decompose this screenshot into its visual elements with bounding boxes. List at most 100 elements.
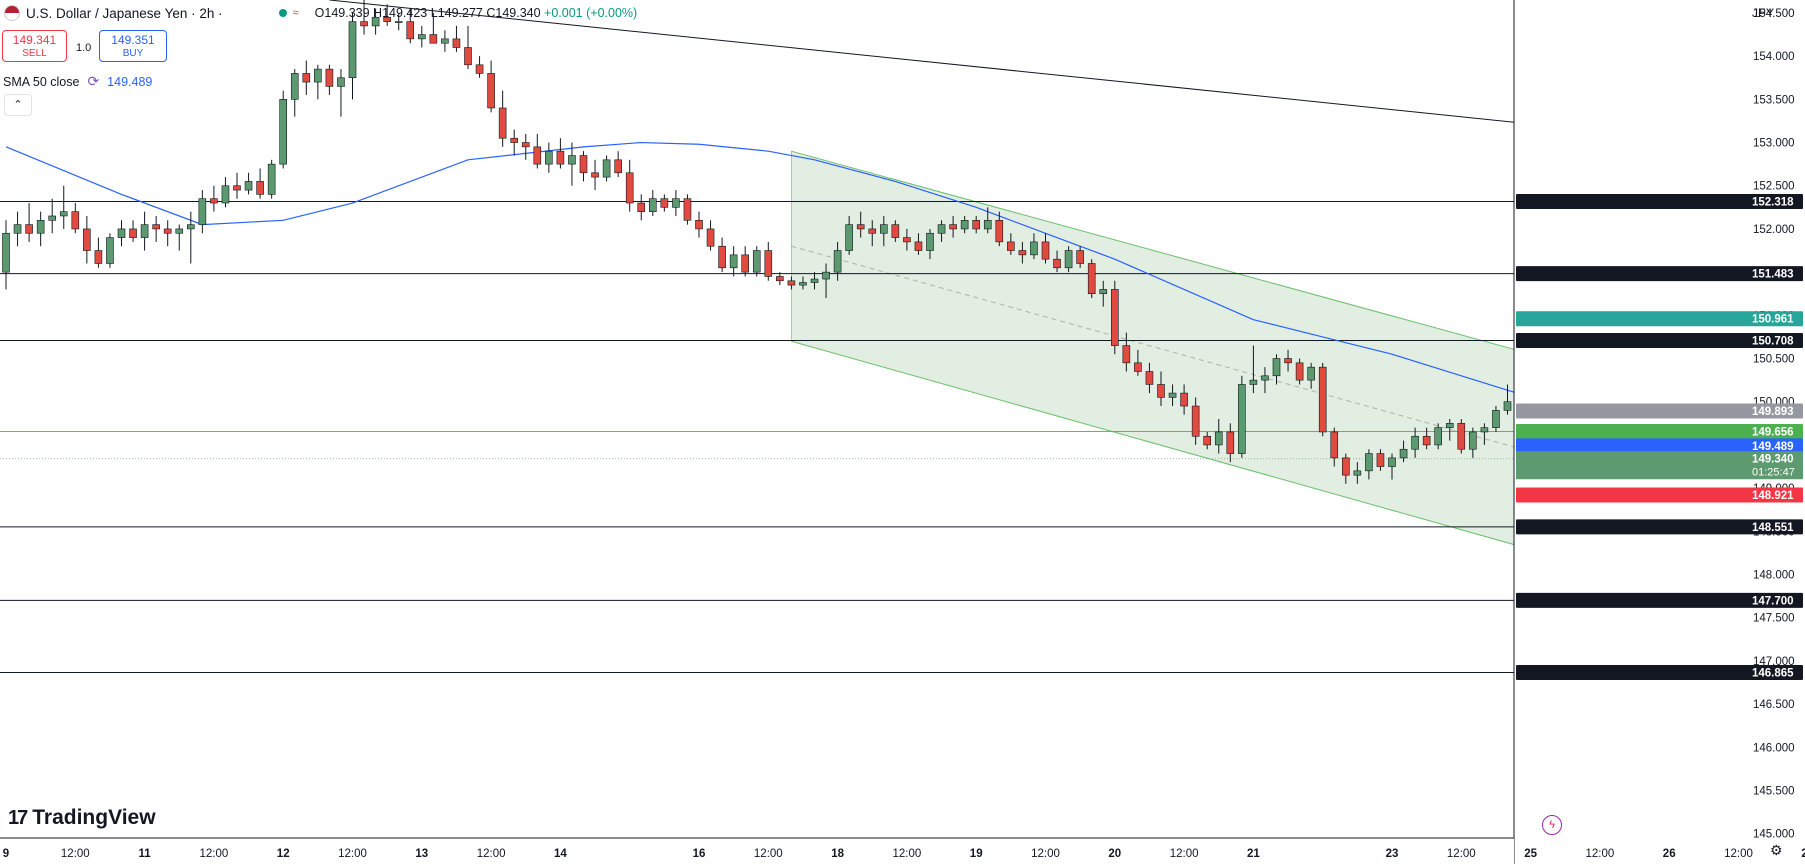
candle [1434,423,1442,450]
candle [949,215,957,238]
candle-body [1249,379,1258,385]
candle [903,228,911,251]
candle [1111,280,1119,355]
candle-body [695,219,703,230]
candle [498,90,507,147]
time-tick-label: 12:00 [1586,848,1615,860]
candle [441,30,449,52]
time-tick-label: 11 [139,848,152,860]
time-tick-label: 12 [277,848,290,860]
candle [868,220,877,247]
time-tick-label: 16 [693,848,706,860]
candle-body [36,219,45,234]
price-label-bg [1516,438,1803,454]
candle-body [1342,457,1350,476]
candle-body [960,219,969,230]
candle-body [1261,375,1269,381]
price-label: 148.551 [1752,522,1794,534]
price-tick-label: 154.000 [1753,51,1795,63]
candle [1041,233,1050,264]
candle-body [1134,362,1142,372]
candle [325,64,334,96]
candle-body [244,181,253,191]
price-tick-label: 146.000 [1753,742,1795,754]
candle [117,220,126,247]
tradingview-mark-icon: 17 [8,806,28,829]
price-label: 150.708 [1752,336,1794,348]
price-axis[interactable]: 154.500 154.000 153.500 153.000 152.500 152.0… [1513,0,1805,864]
currency-label[interactable]: JPY [1752,6,1775,20]
candle [487,60,495,113]
time-tick-label: 12:00 [61,848,90,860]
candle-body [648,198,657,212]
candle-body [325,68,334,87]
candle [1457,419,1466,454]
candle [106,233,114,268]
candle [1064,246,1073,273]
candle [810,272,819,290]
candle-body [1330,431,1339,459]
candle [1365,449,1373,480]
candle-body [13,224,22,234]
tradingview-logo[interactable]: 17 TradingView [8,806,156,830]
candle [464,25,472,70]
candle-body [752,250,761,273]
candle [1422,427,1431,450]
candle-body [1018,250,1027,256]
candle [1122,332,1131,372]
candle-body [129,228,137,238]
candle-body [487,73,495,109]
candle-body [221,185,230,204]
candle [556,138,565,169]
indicator-legend[interactable]: SMA 50 close ⟳ 149.489 [3,73,152,90]
candle-body [360,21,368,27]
candle [394,12,403,31]
settings-gear-icon[interactable]: ⚙ [1770,842,1783,858]
price-label-bg [1516,403,1803,419]
price-label: 149.893 [1752,406,1794,418]
candle [1226,423,1235,463]
time-tick-label: 25 [1524,848,1537,860]
candle [25,203,33,242]
candle [879,215,888,247]
candle [833,241,842,281]
candle-body [926,232,934,251]
price-label: 147.700 [1752,595,1794,607]
lightning-icon[interactable]: ϟ [1542,815,1562,835]
time-tick-label: 20 [1108,848,1121,860]
candle-body [1168,392,1177,398]
candle [36,211,45,247]
candle [533,133,542,169]
candle-body [1284,358,1292,364]
buy-button[interactable]: 149.351 BUY [99,30,167,62]
sell-button[interactable]: 149.341 SELL [2,30,67,62]
time-axis-bg [0,838,1514,864]
refresh-icon[interactable]: ⟳ [87,73,100,89]
price-label: 150.961 [1752,314,1794,326]
symbol-header[interactable]: U.S. Dollar / Japanese Yen · 2h · ≈ O149… [4,5,637,21]
candle-body [1492,410,1500,428]
price-tick-label: 148.000 [1753,570,1795,582]
candle [799,276,807,290]
candle-body [718,245,726,269]
collapse-legend-button[interactable]: ⌃ [4,94,32,116]
time-tick-label: 19 [970,848,983,860]
candle [764,241,773,281]
price-tick-label: 145.500 [1753,785,1795,797]
candle-body [498,107,507,139]
market-open-icon [278,9,287,17]
candle-body [614,159,622,174]
candle-body [198,198,207,225]
candle [337,69,345,117]
candle [475,56,484,78]
candle-body [163,228,172,234]
candle [371,8,380,35]
price-label: 151.483 [1752,269,1794,281]
time-axis[interactable]: 9 12:00 11 12:00 12 12:00 13 12:00 14 16 12:00 18 12… [0,837,1805,864]
indicator-label: SMA 50 close [3,74,80,89]
candle [1076,246,1084,268]
price-tick-label: 147.000 [1753,656,1795,668]
candle [591,159,599,191]
candle-body [833,250,842,273]
